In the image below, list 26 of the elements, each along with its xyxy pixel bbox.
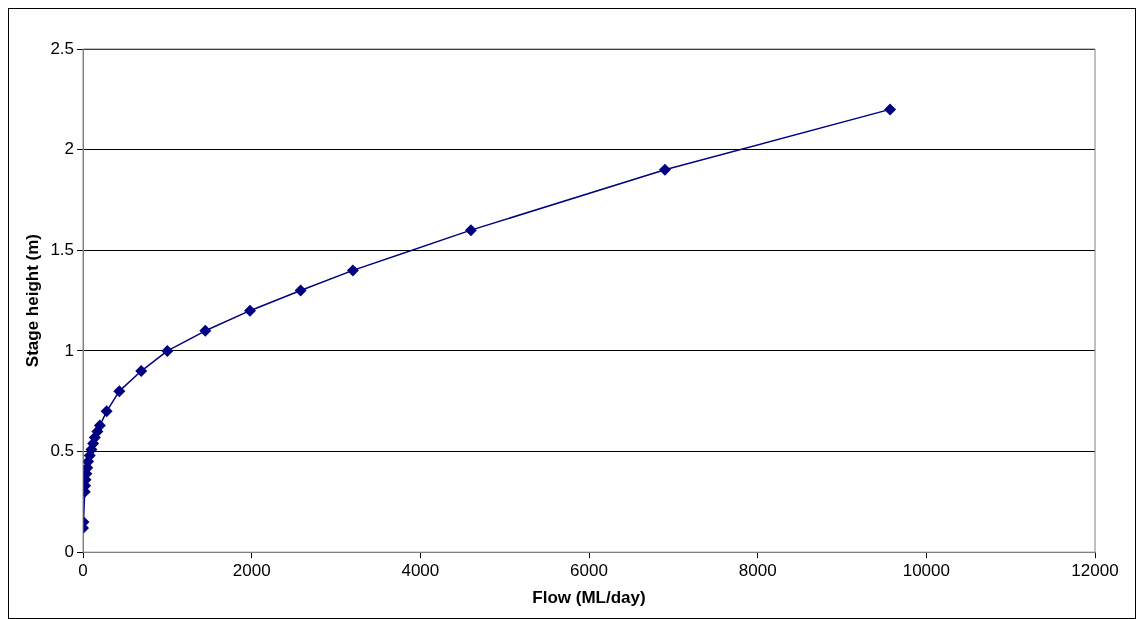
point — [464, 224, 477, 237]
x-tick-label: 8000 — [738, 561, 777, 581]
y-tick-label: 2.5 — [50, 38, 75, 58]
x-tick-label: 6000 — [570, 561, 608, 581]
point — [294, 284, 307, 297]
y-tick-label: 1 — [64, 340, 75, 360]
point — [199, 324, 212, 337]
point — [161, 344, 174, 357]
point — [884, 103, 897, 116]
point — [135, 365, 148, 378]
point — [658, 163, 671, 176]
y-tick-label: 2 — [64, 139, 75, 159]
point — [100, 405, 113, 418]
x-tick-label: 12000 — [1071, 561, 1119, 581]
x-tick-label: 10000 — [902, 561, 950, 581]
x-tick-label: 4000 — [401, 561, 440, 581]
x-tick-label: 2000 — [232, 561, 271, 581]
y-tick-label: 0 — [64, 541, 75, 561]
point — [244, 304, 257, 317]
point — [346, 264, 359, 277]
y-axis-title: Stage height (m) — [22, 234, 42, 368]
y-tick-label: 0.5 — [50, 441, 75, 461]
x-tick-label: 0 — [78, 561, 88, 581]
y-tick-label: 1.5 — [50, 239, 75, 259]
x-axis-title: Flow (ML/day) — [532, 588, 646, 608]
point — [113, 385, 126, 398]
